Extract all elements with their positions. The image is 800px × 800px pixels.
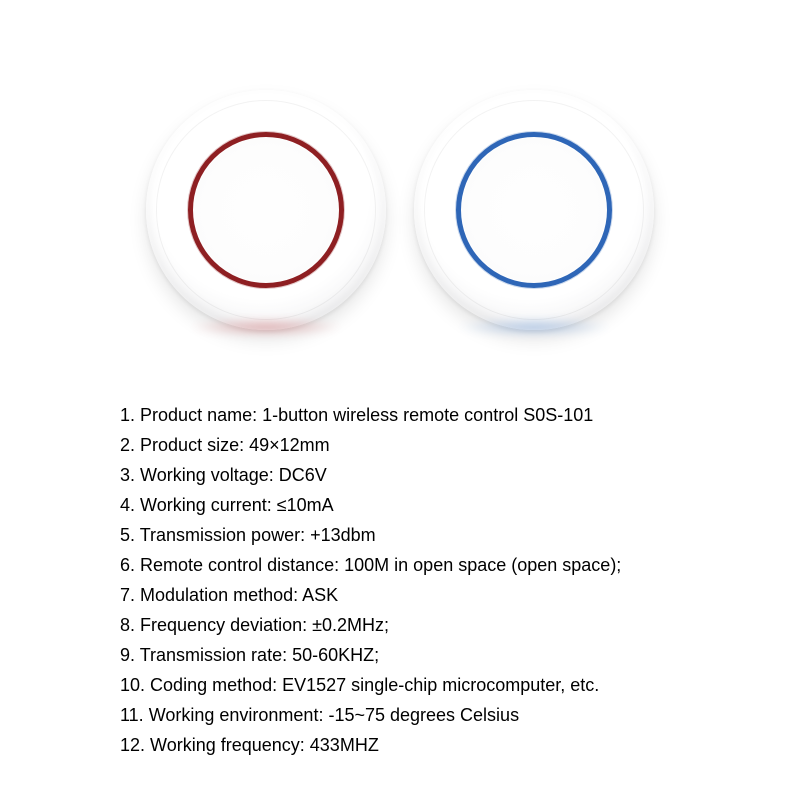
spec-number: 1.	[120, 405, 135, 425]
spec-text: Product size: 49×12mm	[140, 435, 330, 455]
product-images	[0, 0, 800, 330]
spec-item: 4. Working current: ≤10mA	[120, 490, 700, 520]
spec-item: 10. Coding method: EV1527 single-chip mi…	[120, 670, 700, 700]
spec-text: Working voltage: DC6V	[140, 465, 327, 485]
spec-number: 3.	[120, 465, 135, 485]
spec-item: 7. Modulation method: ASK	[120, 580, 700, 610]
spec-number: 2.	[120, 435, 135, 455]
spec-item: 8. Frequency deviation: ±0.2MHz;	[120, 610, 700, 640]
spec-text: Modulation method: ASK	[140, 585, 338, 605]
spec-text: Coding method: EV1527 single-chip microc…	[150, 675, 599, 695]
spec-text: Working environment: -15~75 degrees Cels…	[149, 705, 519, 725]
spec-number: 12.	[120, 735, 145, 755]
spec-text: Transmission power: +13dbm	[140, 525, 376, 545]
spec-number: 11.	[120, 705, 144, 725]
spec-item: 12. Working frequency: 433MHZ	[120, 730, 700, 760]
spec-number: 4.	[120, 495, 135, 515]
spec-text: Working frequency: 433MHZ	[150, 735, 379, 755]
spec-number: 5.	[120, 525, 135, 545]
spec-text: Working current: ≤10mA	[140, 495, 334, 515]
spec-item: 9. Transmission rate: 50-60KHZ;	[120, 640, 700, 670]
device-red-glow	[189, 318, 343, 336]
spec-list: 1. Product name: 1-button wireless remot…	[120, 400, 700, 760]
spec-text: Frequency deviation: ±0.2MHz;	[140, 615, 389, 635]
spec-text: Remote control distance: 100M in open sp…	[140, 555, 621, 575]
spec-text: Product name: 1-button wireless remote c…	[140, 405, 593, 425]
spec-number: 10.	[120, 675, 145, 695]
spec-number: 6.	[120, 555, 135, 575]
device-red	[146, 90, 386, 330]
spec-item: 2. Product size: 49×12mm	[120, 430, 700, 460]
spec-item: 5. Transmission power: +13dbm	[120, 520, 700, 550]
spec-item: 6. Remote control distance: 100M in open…	[120, 550, 700, 580]
device-red-ring	[188, 132, 344, 288]
spec-item: 1. Product name: 1-button wireless remot…	[120, 400, 700, 430]
device-blue-glow	[457, 318, 611, 336]
spec-item: 3. Working voltage: DC6V	[120, 460, 700, 490]
spec-number: 9.	[120, 645, 135, 665]
spec-text: Transmission rate: 50-60KHZ;	[140, 645, 379, 665]
device-blue-ring	[456, 132, 612, 288]
spec-number: 7.	[120, 585, 135, 605]
spec-item: 11. Working environment: -15~75 degrees …	[120, 700, 700, 730]
device-blue	[414, 90, 654, 330]
spec-number: 8.	[120, 615, 135, 635]
